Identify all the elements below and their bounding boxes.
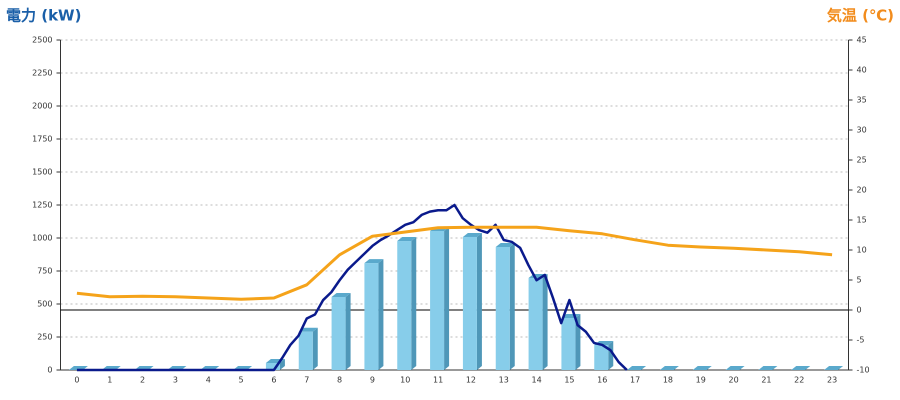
x-tick-label: 16 [597,376,607,385]
x-tick-label: 18 [663,376,673,385]
bar-top [627,366,647,370]
y-tick-label: 2500 [32,36,52,45]
y-tick-label: 500 [37,300,52,309]
y2-tick-label: 45 [857,36,867,45]
y2-tick-label: -10 [857,366,870,375]
bar [331,297,346,370]
x-tick-label: 9 [370,376,375,385]
bar-side [312,327,318,370]
x-tick-label: 14 [531,376,541,385]
x-tick-label: 10 [400,376,410,385]
y-tick-label: 2250 [32,69,52,78]
bar-top [331,293,351,298]
bar-top [462,232,482,237]
bar-side [378,259,384,370]
bar-top [824,366,844,370]
bar [298,331,313,370]
bar-side [542,273,548,370]
bar-side [575,313,581,370]
bar-top [692,366,712,370]
x-tick-label: 17 [630,376,640,385]
x-tick-label: 8 [337,376,342,385]
temperature-line [76,225,833,301]
y-tick-label: 1000 [32,234,52,243]
x-tick-label: 0 [74,376,79,385]
bar [462,236,477,370]
x-tick-label: 6 [271,376,276,385]
bar-top [659,366,679,370]
x-tick-label: 13 [499,376,509,385]
right-axis-title: 気温 (℃) [827,7,894,25]
bar-top [397,237,417,242]
bar-side [476,232,482,370]
x-tick-label: 23 [827,376,837,385]
bar-side [509,242,515,370]
x-tick-label: 7 [304,376,309,385]
x-tick-label: 21 [761,376,771,385]
y2-tick-label: 35 [857,96,867,105]
x-tick-label: 1 [107,376,112,385]
bar-top [298,327,318,332]
power-line [76,203,628,372]
y2-tick-label: 5 [857,276,862,285]
y-tick-label: 1500 [32,168,52,177]
x-tick-label: 5 [239,376,244,385]
y2-tick-label: 10 [857,246,867,255]
x-tick-label: 15 [564,376,574,385]
bar [528,277,543,370]
bar-top [791,366,811,370]
y2-tick-label: 0 [857,306,862,315]
x-tick-label: 22 [794,376,804,385]
x-tick-label: 20 [728,376,738,385]
bar-top [364,259,384,264]
bar [364,263,379,370]
bar-top [758,366,778,370]
bar [397,241,412,370]
bar-side [345,293,351,370]
y2-tick-label: 25 [857,156,867,165]
y-tick-label: 0 [47,366,52,375]
bar-side [608,341,614,370]
x-tick-label: 2 [140,376,145,385]
y2-tick-label: 30 [857,126,867,135]
x-tick-label: 19 [696,376,706,385]
bar-top [725,366,745,370]
x-tick-label: 11 [433,376,443,385]
bar [430,231,445,370]
bar [265,363,280,370]
y-tick-label: 2000 [32,102,52,111]
x-tick-label: 3 [173,376,178,385]
bar-side [444,227,450,370]
y-tick-label: 1250 [32,201,52,210]
y2-tick-label: 40 [857,66,867,75]
y-tick-label: 750 [37,267,52,276]
y2-tick-label: 20 [857,186,867,195]
y-tick-label: 250 [37,333,52,342]
left-axis-title: 電力 (kW) [6,7,81,25]
y2-tick-label: -5 [857,336,865,345]
bar [495,246,510,370]
y2-tick-label: 15 [857,216,867,225]
bar-side [411,237,417,370]
bar-side [279,359,285,370]
x-tick-label: 12 [466,376,476,385]
bar [561,317,576,370]
bar-top [495,242,515,247]
y-tick-label: 1750 [32,135,52,144]
bar [594,345,609,370]
x-tick-label: 4 [206,376,211,385]
